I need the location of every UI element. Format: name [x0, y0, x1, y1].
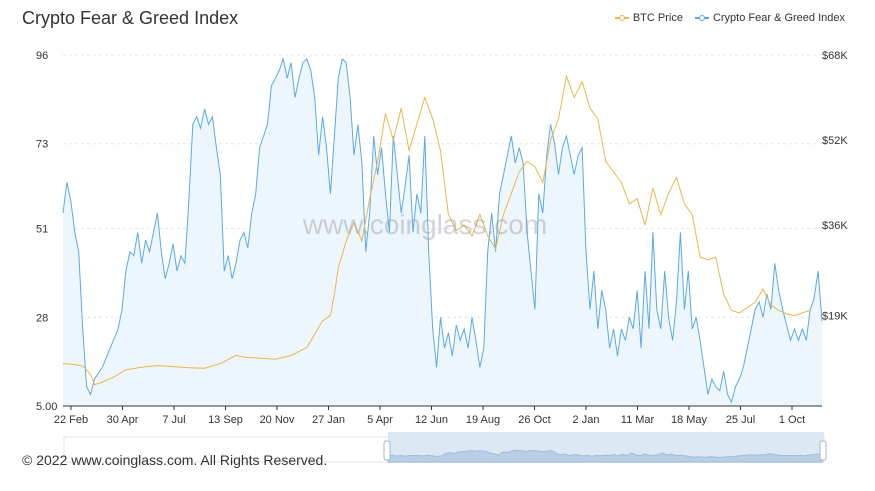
x-tick-label: 7 Jul: [162, 414, 185, 426]
page-title: Crypto Fear & Greed Index: [22, 8, 239, 28]
legend-fng-swatch: [694, 15, 709, 21]
copyright-footer: © 2022 www.coinglass.com. All Rights Res…: [22, 452, 328, 468]
chart-legend: BTC Price Crypto Fear & Greed Index: [614, 12, 845, 24]
legend-btc-label: BTC Price: [632, 12, 683, 24]
slider-left-handle[interactable]: [383, 440, 391, 461]
slider-preview: [387, 449, 823, 463]
y-right-tick-label: $52K: [822, 135, 848, 147]
x-tick-label: 25 Jul: [726, 414, 755, 426]
y-right-tick-label: $68K: [822, 50, 848, 62]
x-tick-label: 27 Jan: [312, 414, 345, 426]
x-tick-label: 13 Sep: [208, 414, 243, 426]
x-tick-label: 2 Jan: [573, 414, 600, 426]
zoom-slider[interactable]: [63, 432, 827, 463]
x-tick-label: 5 Apr: [367, 414, 393, 426]
x-tick-label: 20 Nov: [260, 414, 295, 426]
y-right-tick-label: $19K: [822, 311, 848, 323]
y-left-tick-label: 51: [36, 224, 48, 236]
y-right-tick-label: $36K: [822, 220, 848, 232]
series-fng-line: [62, 57, 823, 404]
axes: 5.00 28 51 73 96 $19K $36K $52K $68K 22 Feb 30 Apr…: [36, 50, 848, 426]
slider-right-handle[interactable]: [819, 440, 827, 461]
y-left-tick-label: 96: [36, 50, 48, 62]
x-tick-label: 18 May: [671, 414, 708, 426]
y-left-tick-label: 28: [36, 312, 48, 324]
watermark: www.coinglass.com: [302, 209, 547, 240]
fng-area-fill: [63, 58, 822, 407]
legend-btc-swatch: [614, 15, 629, 21]
legend-item-btc[interactable]: BTC Price: [614, 12, 683, 24]
x-tick-label: 30 Apr: [107, 414, 139, 426]
series-btc-line: [62, 74, 811, 386]
y-left-tick-label: 73: [36, 139, 48, 151]
legend-item-fng[interactable]: Crypto Fear & Greed Index: [694, 12, 845, 24]
x-tick-label: 19 Aug: [466, 414, 500, 426]
x-tick-label: 1 Oct: [779, 414, 805, 426]
x-tick-label: 22 Feb: [54, 414, 88, 426]
x-tick-label: 12 Jun: [415, 414, 448, 426]
x-tick-label: 26 Oct: [518, 414, 550, 426]
x-tick-label: 11 Mar: [621, 414, 655, 426]
y-left-tick-label: 5.00: [36, 401, 57, 413]
legend-fng-label: Crypto Fear & Greed Index: [712, 12, 845, 24]
